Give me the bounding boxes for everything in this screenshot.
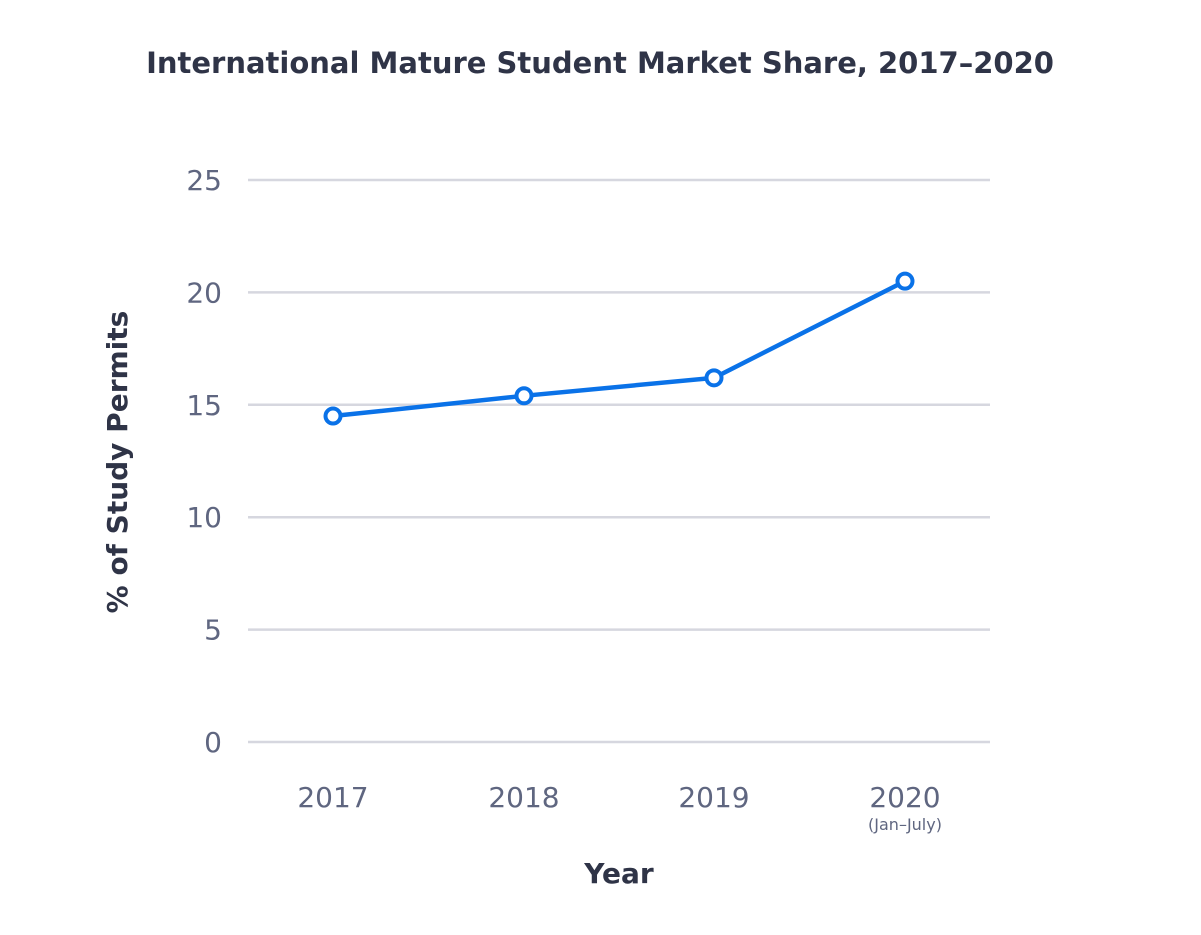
- data-point: [895, 271, 915, 291]
- x-tick-label: 2018: [488, 781, 559, 814]
- data-point: [704, 368, 724, 388]
- y-tick-label: 15: [186, 389, 222, 422]
- x-tick-label: 2020: [869, 781, 940, 814]
- y-tick-label: 20: [186, 276, 222, 309]
- y-tick-label: 10: [186, 501, 222, 534]
- y-tick-label: 25: [186, 164, 222, 197]
- x-tick-labels: 2017 2018 2019 2020(Jan–July): [297, 781, 942, 834]
- y-tick-label: 5: [204, 614, 222, 647]
- gridlines: [248, 178, 990, 744]
- x-tick-label: 2017: [297, 781, 368, 814]
- y-tick-label: 0: [204, 726, 222, 759]
- x-tick-label: 2019: [678, 781, 749, 814]
- series-line: [332, 279, 907, 419]
- series: [323, 271, 915, 426]
- data-point: [514, 386, 534, 406]
- y-axis-label: % of Study Permits: [101, 311, 134, 614]
- x-axis-label: Year: [583, 857, 654, 890]
- x-tick-note: (Jan–July): [868, 815, 942, 834]
- chart-title: International Mature Student Market Shar…: [146, 46, 1054, 80]
- data-point: [323, 406, 343, 426]
- y-tick-labels: 0 5 10 15 20 25: [186, 164, 222, 759]
